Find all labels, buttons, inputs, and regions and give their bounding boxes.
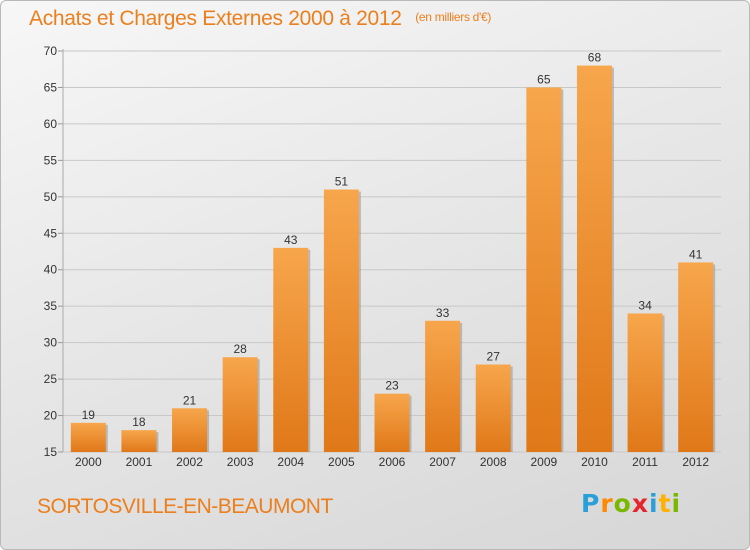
bar-2000 [70,422,106,452]
bar-2005 [323,189,359,452]
bar-2012 [678,262,714,452]
bars: 19 18 21 28 43 51 23 33 27 65 68 34 41 [70,51,716,453]
bar-value-label: 23 [385,379,399,393]
proxiti-logo: Proxiti [581,489,682,518]
y-tick-label: 20 [44,409,58,423]
y-tick-label: 70 [44,44,58,58]
bar-value-label: 34 [638,298,652,312]
bar-value-label: 27 [487,350,501,364]
x-axis: 2000 2001 2002 2003 2004 2005 2006 2007 2008 2009… [75,455,709,469]
bar-value-label: 21 [183,393,197,407]
x-tick-label: 2006 [379,455,406,469]
x-tick-label: 2008 [480,455,507,469]
y-tick-label: 30 [44,336,58,350]
bar-2004 [273,247,309,452]
x-tick-label: 2005 [328,455,355,469]
y-tick-label: 40 [44,263,58,277]
bar-value-label: 51 [335,175,349,189]
x-tick-label: 2007 [429,455,456,469]
bar-2010 [576,65,612,452]
y-tick-label: 25 [44,372,58,386]
x-tick-label: 2011 [632,455,658,469]
bar-value-label: 28 [233,342,247,356]
bar-2007 [425,320,461,452]
x-tick-label: 2010 [581,455,608,469]
x-tick-label: 2002 [176,455,203,469]
commune-name: SORTOSVILLE-EN-BEAUMONT [37,495,333,518]
x-tick-label: 2009 [530,455,557,469]
bar-value-label: 19 [82,408,96,422]
bar-2011 [627,313,663,452]
x-tick-label: 2000 [75,455,102,469]
bar-2008 [475,364,511,452]
y-tick-label: 45 [44,226,58,240]
bar-2006 [374,393,410,452]
bar-value-label: 33 [436,306,450,320]
y-tick-label: 35 [44,299,58,313]
bar-value-label: 65 [537,72,551,86]
bar-2001 [121,430,157,452]
y-tick-label: 60 [44,117,58,131]
x-tick-label: 2001 [126,455,153,469]
bar-2003 [222,357,258,452]
chart-unit: (en milliers d'€) [415,10,492,24]
y-tick-label: 65 [44,80,58,94]
x-tick-label: 2004 [277,455,304,469]
chart-title: Achats et Charges Externes 2000 à 2012 (… [29,7,491,31]
y-tick-label: 50 [44,190,58,204]
y-axis: 15 20 25 30 35 40 45 50 55 60 65 70 [44,44,64,459]
x-tick-label: 2012 [682,455,709,469]
x-tick-label: 2003 [227,455,254,469]
bar-2009 [526,87,562,453]
y-tick-label: 15 [44,445,58,459]
y-tick-label: 55 [44,153,58,167]
chart-title-text: Achats et Charges Externes 2000 à 2012 [29,7,402,30]
bar-value-label: 41 [689,247,703,261]
bar-value-label: 18 [132,415,146,429]
bar-2002 [172,408,208,452]
bar-value-label: 68 [588,51,602,65]
bar-value-label: 43 [284,233,298,247]
